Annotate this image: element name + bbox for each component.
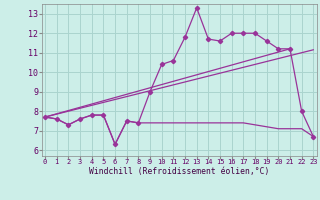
X-axis label: Windchill (Refroidissement éolien,°C): Windchill (Refroidissement éolien,°C) bbox=[89, 167, 269, 176]
